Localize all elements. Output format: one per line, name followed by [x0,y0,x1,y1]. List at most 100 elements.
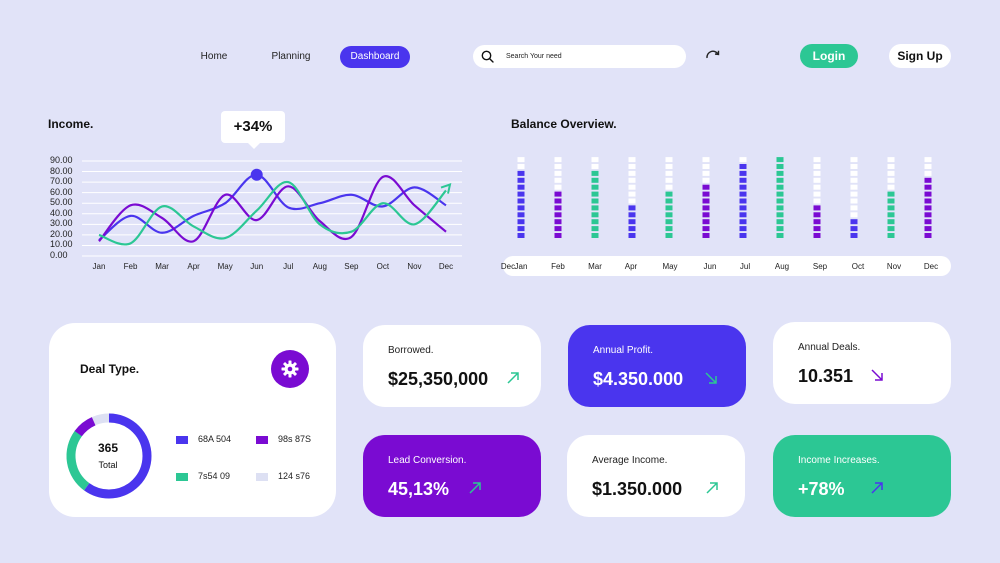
balance-bar-empty-segment [554,184,562,190]
search-input[interactable]: Search Your need [506,53,562,60]
balance-bar-segment [739,191,747,197]
balance-bar-segment [702,184,710,190]
balance-bar-empty-segment [702,177,710,183]
balance-bar-segment [739,198,747,204]
balance-bar-segment [813,205,821,211]
arrow-up-right-icon [706,482,718,494]
balance-bar-segment [702,233,710,238]
balance-bar-segment [517,205,525,211]
balance-x-tick: Mar [588,262,602,271]
nav-dashboard[interactable]: Dashboard [340,46,410,68]
balance-bar-empty-segment [887,157,895,163]
balance-bar-empty-segment [554,170,562,176]
legend-item: 98s 87S [256,433,311,445]
balance-bar-empty-segment [850,205,858,211]
balance-bar-segment [591,226,599,232]
balance-bar-empty-segment [850,177,858,183]
balance-bar-empty-segment [739,157,747,163]
balance-bar-segment [739,170,747,176]
borrowed-value: $25,350,000 [388,369,489,389]
balance-bar-segment [739,226,747,232]
balance-bar-segment [850,233,858,238]
balance-bar-segment [517,191,525,197]
legend-swatch [176,472,188,481]
balance-bar-empty-segment [887,177,895,183]
balance-bar-empty-segment [813,198,821,204]
balance-bar-segment [702,191,710,197]
balance-bar-empty-segment [813,164,821,169]
balance-bar-segment [554,219,562,225]
balance-bar-segment [776,157,784,163]
nav-home[interactable]: Home [200,51,228,62]
login-button[interactable]: Login [800,44,858,68]
balance-x-tick: Dec [923,262,939,271]
balance-bar-segment [776,205,784,211]
balance-x-tick: May [662,262,678,271]
balance-bar-segment [776,164,784,169]
search-bar[interactable]: Search Your need [473,45,686,68]
balance-bar-segment [702,198,710,204]
balance-bar-segment [591,177,599,183]
balance-bar-segment [591,212,599,218]
balance-bar-segment [813,219,821,225]
balance-bar-empty-segment [591,164,599,169]
balance-bar-segment [739,177,747,183]
legend-item: 68A 504 [176,433,231,445]
balance-bar-segment [628,219,636,225]
balance-bar-empty-segment [554,164,562,169]
income-highlight-point[interactable] [250,168,263,181]
balance-bar-segment [887,212,895,218]
balance-bar-segment [665,198,673,204]
balance-bar-segment [776,184,784,190]
balance-bar-segment [813,226,821,232]
balance-bar-segment [887,191,895,197]
balance-bar-segment [924,177,932,183]
income-y-tick: 80.00 [50,165,73,176]
legend-swatch [256,435,268,444]
balance-bar-segment [924,212,932,218]
income-y-tick: 20.00 [50,228,73,239]
balance-bar-empty-segment [924,157,932,163]
income-y-tick: 90.00 [50,155,73,165]
income-y-tick: 70.00 [50,176,73,187]
legend-swatch [176,435,188,444]
balance-bar-segment [517,219,525,225]
balance-bar-segment [887,233,895,238]
balance-bar-segment [628,233,636,238]
balance-bar-empty-segment [628,191,636,197]
balance-bar-empty-segment [517,157,525,163]
balance-bar-segment [517,198,525,204]
balance-bar-segment [887,219,895,225]
balance-bar-empty-segment [554,157,562,163]
balance-bar-segment [924,226,932,232]
annual-deals-card: Annual Deals. 10.351 [773,322,951,404]
balance-bar-empty-segment [517,164,525,169]
income-x-tick: May [217,262,233,271]
balance-bar-segment [924,219,932,225]
balance-bar-empty-segment [887,164,895,169]
balance-bar-segment [517,177,525,183]
balance-bar-segment [517,233,525,238]
balance-bar-segment [665,191,673,197]
gear-icon [281,360,299,378]
income-x-tick: Mar [155,262,169,271]
refresh-icon[interactable] [705,49,721,63]
balance-bar-empty-segment [813,191,821,197]
balance-bar-segment [628,212,636,218]
nav-planning[interactable]: Planning [271,51,311,62]
balance-x-tick: Jan [514,262,528,271]
balance-bar-segment [702,212,710,218]
income-x-tick: Oct [376,262,390,271]
signup-button[interactable]: Sign Up [889,44,951,68]
balance-bar-segment [887,205,895,211]
balance-bar-empty-segment [850,191,858,197]
income-x-tick: Feb [123,262,138,271]
balance-bar-segment [517,226,525,232]
balance-bar-segment [813,212,821,218]
settings-button[interactable] [271,350,309,388]
balance-bar-segment [776,212,784,218]
income-y-tick: 10.00 [50,239,73,250]
deal-total-label: Total [98,460,118,470]
lead-conversion-value: 45,13% [388,479,450,499]
balance-bar-empty-segment [665,184,673,190]
